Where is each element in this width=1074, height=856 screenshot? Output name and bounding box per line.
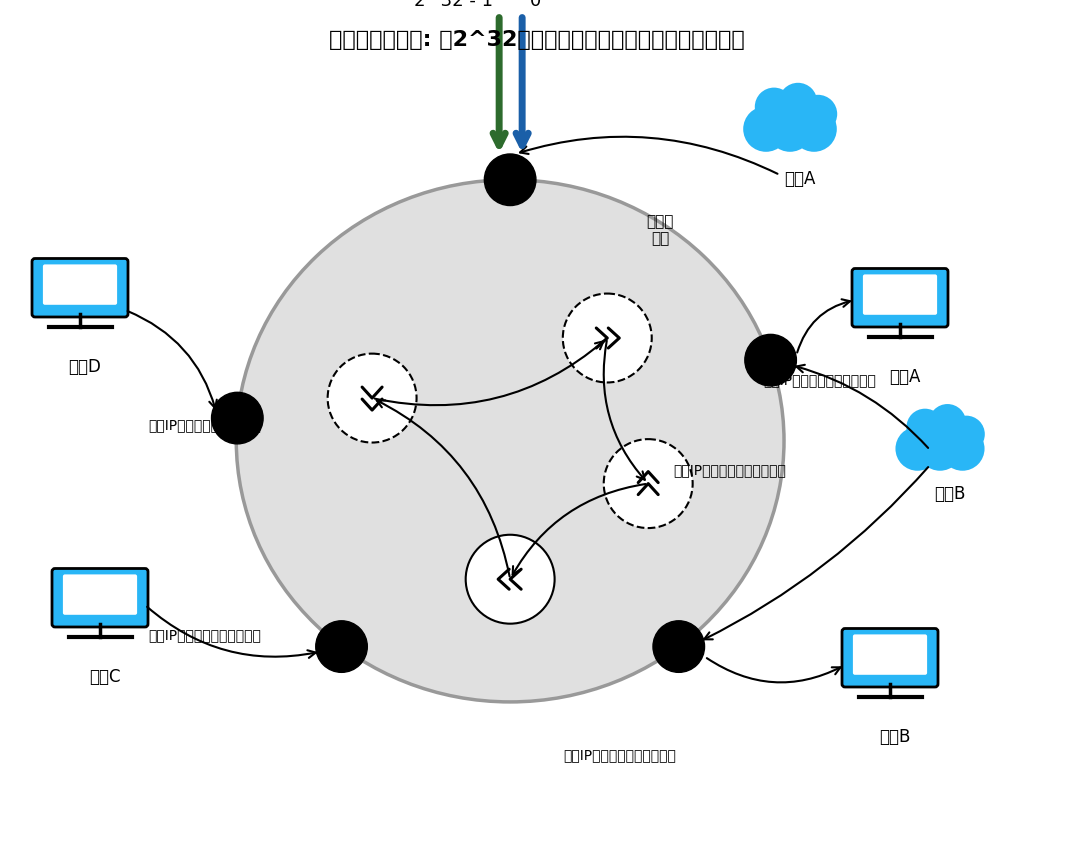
Circle shape bbox=[767, 98, 813, 143]
Circle shape bbox=[929, 404, 966, 441]
Circle shape bbox=[755, 87, 794, 126]
Text: 节点C: 节点C bbox=[89, 668, 120, 686]
Circle shape bbox=[484, 154, 536, 205]
FancyBboxPatch shape bbox=[853, 634, 927, 675]
Ellipse shape bbox=[236, 180, 784, 702]
Text: 根据IP或者其他信息进行取模: 根据IP或者其他信息进行取模 bbox=[764, 373, 876, 387]
Text: 节点A: 节点A bbox=[889, 368, 920, 386]
FancyBboxPatch shape bbox=[52, 568, 148, 627]
FancyBboxPatch shape bbox=[842, 628, 938, 687]
FancyBboxPatch shape bbox=[32, 259, 128, 317]
Circle shape bbox=[918, 426, 962, 471]
Text: 0: 0 bbox=[531, 0, 541, 9]
Text: 根据IP或者其他信息进行取模: 根据IP或者其他信息进行取模 bbox=[148, 418, 261, 432]
Text: 根据IP或者其他信息进行取模: 根据IP或者其他信息进行取模 bbox=[148, 628, 261, 642]
Circle shape bbox=[799, 95, 838, 134]
Text: 取模后
放到: 取模后 放到 bbox=[647, 214, 673, 247]
Circle shape bbox=[947, 416, 985, 453]
FancyBboxPatch shape bbox=[862, 275, 938, 315]
FancyBboxPatch shape bbox=[852, 269, 948, 327]
Circle shape bbox=[466, 535, 554, 624]
Circle shape bbox=[743, 106, 788, 152]
Text: 数据B: 数据B bbox=[934, 485, 966, 503]
Circle shape bbox=[941, 426, 985, 471]
Text: 节点D: 节点D bbox=[69, 358, 101, 376]
Circle shape bbox=[906, 408, 944, 446]
FancyBboxPatch shape bbox=[43, 265, 117, 305]
Text: 2^32 - 1: 2^32 - 1 bbox=[415, 0, 493, 9]
Circle shape bbox=[604, 439, 693, 528]
Text: 一致性哈希算法: 对2^32取模，将哈希值空间组织成虚拟的圆环: 一致性哈希算法: 对2^32取模，将哈希值空间组织成虚拟的圆环 bbox=[329, 30, 745, 50]
FancyBboxPatch shape bbox=[63, 574, 137, 615]
Circle shape bbox=[792, 106, 837, 152]
Circle shape bbox=[563, 294, 652, 383]
Text: 节点B: 节点B bbox=[880, 728, 911, 746]
Circle shape bbox=[316, 621, 367, 672]
Circle shape bbox=[745, 335, 797, 386]
Text: 根据IP或者其他信息进行取模: 根据IP或者其他信息进行取模 bbox=[673, 463, 786, 477]
Circle shape bbox=[767, 106, 813, 152]
Circle shape bbox=[896, 426, 940, 471]
Text: 数据A: 数据A bbox=[784, 170, 815, 188]
Circle shape bbox=[918, 418, 962, 462]
Circle shape bbox=[653, 621, 705, 672]
Text: 根据IP或者其他信息进行取模: 根据IP或者其他信息进行取模 bbox=[564, 748, 677, 762]
Circle shape bbox=[212, 392, 263, 444]
Circle shape bbox=[779, 83, 817, 122]
Circle shape bbox=[328, 354, 417, 443]
